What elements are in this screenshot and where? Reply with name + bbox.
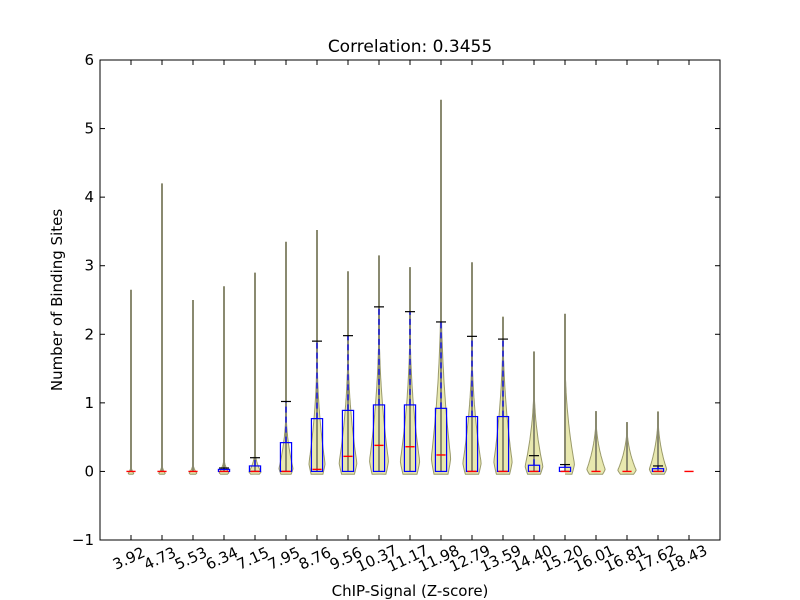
violin-group [399, 267, 421, 475]
violin-group [430, 99, 452, 475]
violin-group [126, 289, 136, 475]
violin-group [157, 183, 167, 475]
y-tick-label: 5 [84, 120, 94, 138]
violin-group [338, 271, 358, 475]
violin-group [369, 255, 389, 475]
violin-group [188, 300, 198, 475]
y-axis-label: Number of Binding Sites [48, 209, 66, 391]
y-tick-label: 6 [84, 51, 94, 69]
plot-area [126, 99, 694, 475]
chart-title: Correlation: 0.3455 [328, 37, 492, 57]
violin-group [648, 411, 668, 475]
violin-body [564, 351, 575, 475]
violin-group [278, 241, 294, 475]
violin-group [217, 286, 231, 475]
y-tick-label: −1 [72, 531, 94, 549]
y-tick-label: 1 [84, 394, 94, 412]
x-axis-label: ChIP-Signal (Z-score) [332, 582, 489, 600]
violin-group [493, 316, 513, 475]
y-tick-label: 0 [84, 462, 94, 480]
y-tick-label: 4 [84, 188, 94, 206]
violin-group [462, 262, 482, 475]
y-tick-label: 3 [84, 257, 94, 275]
y-axis: −1 0 1 2 3 4 5 6 [72, 51, 720, 549]
y-tick-label: 2 [84, 325, 94, 343]
violin-group [248, 272, 262, 475]
violin-group [617, 422, 637, 475]
violin-group [524, 351, 544, 475]
violin-group [308, 230, 326, 475]
violin-group [586, 411, 606, 475]
violin-group [558, 313, 575, 475]
